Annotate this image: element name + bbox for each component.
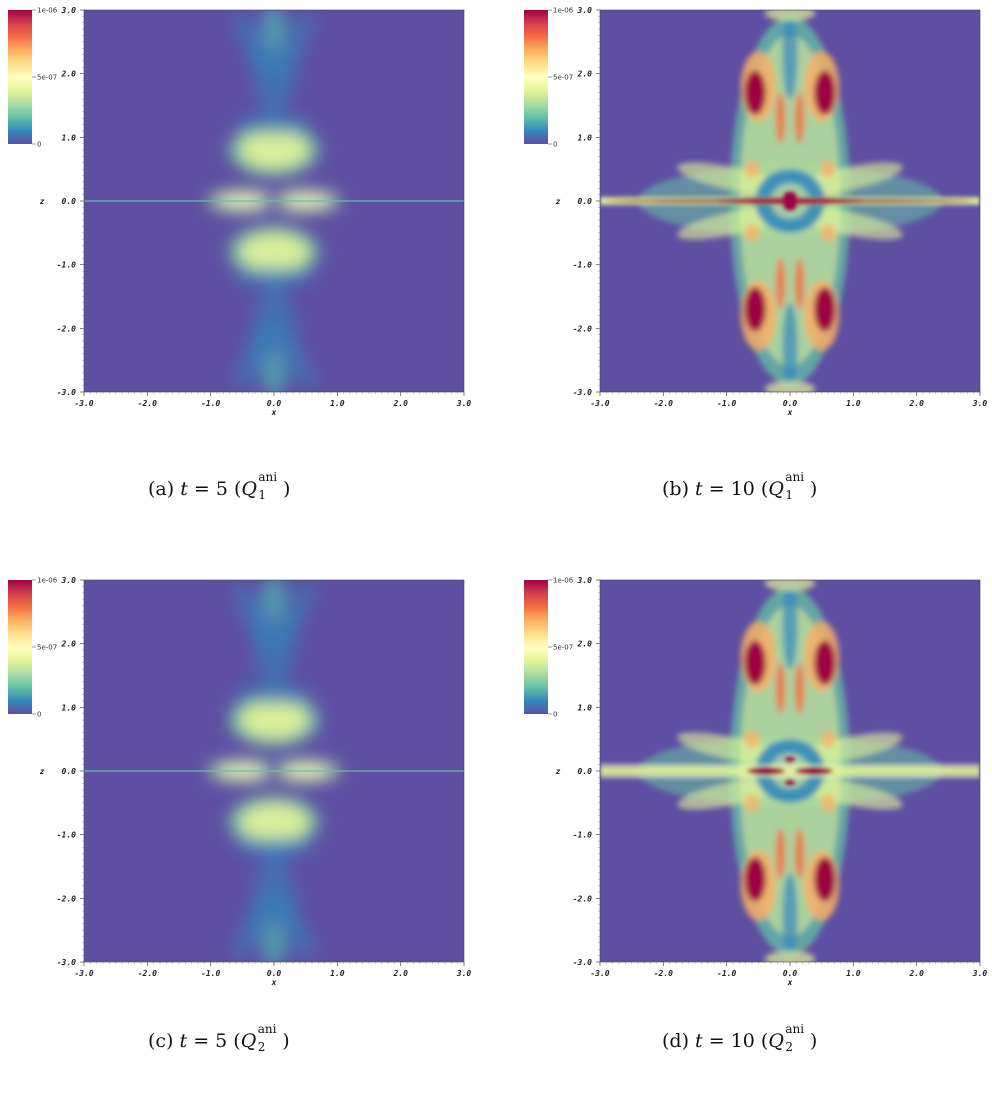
- z-axis-label: z: [556, 197, 561, 206]
- z-tick-label: -1.0: [57, 831, 76, 840]
- x-axis-label: x: [271, 408, 277, 417]
- colorbar-label: 5e-07: [553, 644, 573, 652]
- z-tick-label: -2.0: [57, 894, 76, 903]
- x-tick-label: 3.0: [972, 399, 988, 408]
- colorbar-label: 5e-07: [553, 74, 573, 82]
- panel-a: -3.0 -2.0 -1.0 0.0 1.0 2.0 3.0 3.0 2.0 1.0 0.0 -1.0…: [0, 0, 496, 535]
- z-tick-label: 3.0: [61, 6, 77, 15]
- x-axis-label: x: [787, 408, 793, 417]
- panel-d: -3.0 -2.0 -1.0 0.0 1.0 2.0 3.0 3.0 2.0 1.0 0.0 -1.0…: [516, 570, 992, 1105]
- x-tick-label: 2.0: [908, 399, 924, 408]
- caption-c: (c) t = 5 (Q ani 2): [148, 1022, 290, 1054]
- x-axis-label: x: [271, 978, 277, 987]
- x-tick-label: -2.0: [138, 969, 157, 978]
- heatmap-svg: -3.0 -2.0 -1.0 0.0 1.0 2.0 3.0 3.0 2.0 1.0 0.0 -1.0…: [524, 6, 988, 417]
- heatmap-field: [600, 10, 980, 392]
- heatmap-svg: -3.0 -2.0 -1.0 0.0 1.0 2.0 3.0 3.0 2.0 1.0 0.0 -1.0…: [8, 576, 472, 987]
- z-tick-label: 1.0: [578, 703, 593, 712]
- colorbar-label: 0: [37, 141, 41, 149]
- z-tick-label: 0.0: [62, 767, 77, 776]
- z-tick-label: 3.0: [577, 576, 593, 585]
- x-tick-label: 3.0: [972, 969, 988, 978]
- z-tick-label: 0.0: [578, 767, 593, 776]
- x-tick-label: -1.0: [717, 969, 736, 978]
- x-tick-label: 3.0: [456, 969, 472, 978]
- panel-b: -3.0 -2.0 -1.0 0.0 1.0 2.0 3.0 3.0 2.0 1.0 0.0 -1.0…: [516, 0, 992, 535]
- x-tick-label: -2.0: [654, 399, 673, 408]
- heatmap-field: [600, 580, 980, 962]
- z-tick-label: 2.0: [577, 640, 593, 649]
- z-tick-label: 2.0: [61, 640, 77, 649]
- z-tick-label: -3.0: [57, 958, 76, 967]
- z-axis-label: z: [556, 767, 561, 776]
- x-axis-label: x: [787, 978, 793, 987]
- z-tick-label: -3.0: [573, 388, 592, 397]
- z-tick-label: -1.0: [573, 831, 592, 840]
- x-tick-label: 1.0: [330, 399, 345, 408]
- x-tick-label: 0.0: [783, 969, 798, 978]
- heatmap-svg: -3.0 -2.0 -1.0 0.0 1.0 2.0 3.0 3.0 2.0 1.0 0.0 -1.0…: [524, 576, 988, 987]
- heatmap-field: [84, 580, 464, 962]
- x-tick-label: -1.0: [201, 969, 220, 978]
- z-tick-label: 3.0: [577, 6, 593, 15]
- caption-b: (b) t = 10 (Q ani 1): [662, 470, 818, 502]
- heatmap-svg: -3.0 -2.0 -1.0 0.0 1.0 2.0 3.0 3.0 2.0 1.0 0.0 -1.0…: [8, 6, 472, 417]
- z-tick-label: 2.0: [61, 70, 77, 79]
- z-tick-label: 2.0: [577, 70, 593, 79]
- z-tick-label: 1.0: [578, 133, 593, 142]
- x-tick-label: 3.0: [456, 399, 472, 408]
- colorbar: [8, 580, 32, 714]
- colorbar-label: 1e-06: [37, 577, 58, 585]
- z-tick-label: -2.0: [573, 324, 592, 333]
- colorbar-label: 1e-06: [37, 7, 58, 15]
- colorbar-label: 0: [553, 711, 557, 719]
- x-tick-label: 2.0: [392, 399, 408, 408]
- x-tick-label: -3.0: [590, 399, 609, 408]
- z-tick-label: -2.0: [57, 324, 76, 333]
- colorbar-label: 5e-07: [37, 74, 57, 82]
- z-tick-label: 3.0: [61, 576, 77, 585]
- panel-c: -3.0 -2.0 -1.0 0.0 1.0 2.0 3.0 3.0 2.0 1.0 0.0 -1.0…: [0, 570, 496, 1105]
- x-tick-label: 1.0: [846, 969, 861, 978]
- x-tick-label: -2.0: [654, 969, 673, 978]
- colorbar-label: 1e-06: [553, 7, 574, 15]
- colorbar: [524, 580, 548, 714]
- x-tick-label: 0.0: [783, 399, 798, 408]
- x-tick-label: -3.0: [74, 969, 93, 978]
- colorbar-label: 1e-06: [553, 577, 574, 585]
- caption-d: (d) t = 10 (Q ani 2): [662, 1022, 818, 1054]
- x-tick-label: -2.0: [138, 399, 157, 408]
- z-tick-label: -2.0: [573, 894, 592, 903]
- z-tick-label: -1.0: [573, 261, 592, 270]
- caption-a: (a) t = 5 (Q ani 1): [148, 470, 291, 502]
- colorbar: [8, 10, 32, 144]
- z-axis-label: z: [40, 767, 45, 776]
- z-tick-label: -3.0: [57, 388, 76, 397]
- colorbar: [524, 10, 548, 144]
- x-tick-label: -3.0: [590, 969, 609, 978]
- x-tick-label: 0.0: [267, 399, 282, 408]
- z-tick-label: 1.0: [62, 133, 77, 142]
- z-tick-label: 0.0: [578, 197, 593, 206]
- z-tick-label: 1.0: [62, 703, 77, 712]
- x-tick-label: 1.0: [846, 399, 861, 408]
- colorbar-label: 0: [553, 141, 557, 149]
- z-tick-label: -3.0: [573, 958, 592, 967]
- z-tick-label: -1.0: [57, 261, 76, 270]
- z-axis-label: z: [40, 197, 45, 206]
- x-tick-label: -3.0: [74, 399, 93, 408]
- x-tick-label: 0.0: [267, 969, 282, 978]
- x-tick-label: 1.0: [330, 969, 345, 978]
- x-tick-label: 2.0: [908, 969, 924, 978]
- x-tick-label: -1.0: [201, 399, 220, 408]
- x-tick-label: -1.0: [717, 399, 736, 408]
- heatmap-field: [84, 10, 464, 392]
- x-tick-label: 2.0: [392, 969, 408, 978]
- colorbar-label: 0: [37, 711, 41, 719]
- colorbar-label: 5e-07: [37, 644, 57, 652]
- z-tick-label: 0.0: [62, 197, 77, 206]
